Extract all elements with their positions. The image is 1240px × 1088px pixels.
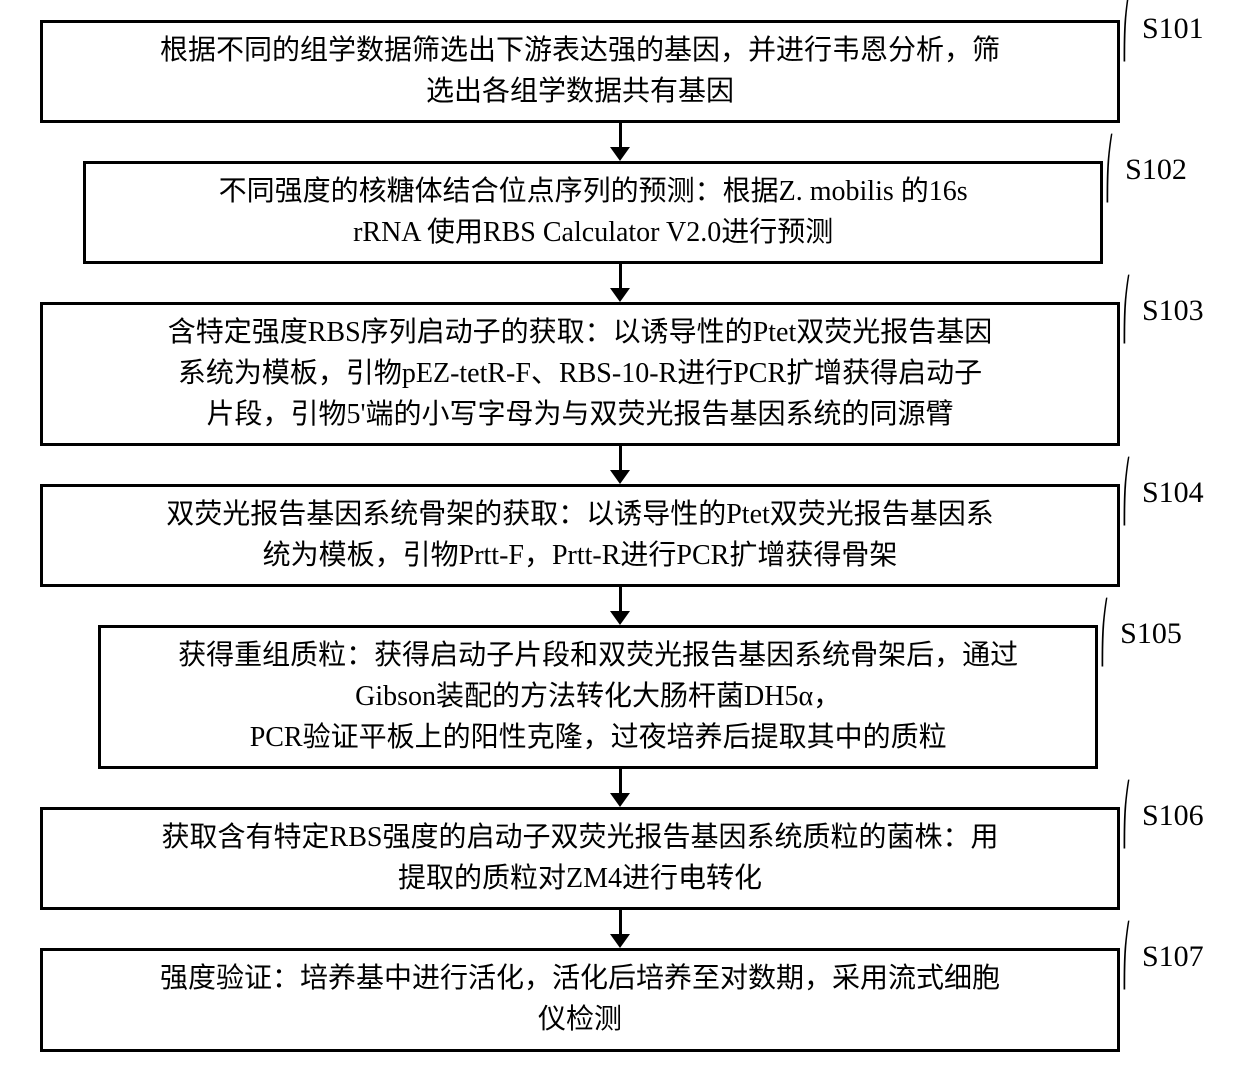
step-label-5: ⎛S105 (1102, 617, 1182, 651)
step-text: 获取含有特定RBS强度的启动子双荧光报告基因系统质粒的菌株：用 (162, 822, 999, 853)
step-row-2: 不同强度的核糖体结合位点序列的预测：根据Z. mobilis 的16s rRNA… (40, 161, 1200, 264)
step-text: PCR验证平板上的阳性克隆，过夜培养后提取其中的质粒 (250, 722, 947, 753)
step-text: Gibson装配的方法转化大肠杆菌DH5α， (355, 681, 841, 712)
step-box-3: 含特定强度RBS序列启动子的获取：以诱导性的Ptet双荧光报告基因 系统为模板，… (40, 302, 1120, 446)
step-text: rRNA 使用RBS Calculator V2.0进行预测 (353, 217, 833, 248)
step-label-7: ⎛S107 (1124, 940, 1204, 974)
arrow (610, 446, 630, 484)
step-row-1: 根据不同的组学数据筛选出下游表达强的基因，并进行韦恩分析，筛 选出各组学数据共有… (40, 20, 1200, 123)
step-text: 根据不同的组学数据筛选出下游表达强的基因，并进行韦恩分析，筛 (160, 35, 1000, 66)
step-text: 强度验证：培养基中进行活化，活化后培养至对数期，采用流式细胞 (160, 963, 1000, 994)
step-text: 统为模板，引物Prtt-F，Prtt-R进行PCR扩增获得骨架 (263, 540, 898, 571)
step-row-4: 双荧光报告基因系统骨架的获取：以诱导性的Ptet双荧光报告基因系 统为模板，引物… (40, 484, 1200, 587)
step-box-7: 强度验证：培养基中进行活化，活化后培养至对数期，采用流式细胞 仪检测 (40, 948, 1120, 1051)
step-text: 含特定强度RBS序列启动子的获取：以诱导性的Ptet双荧光报告基因 (168, 317, 993, 348)
step-box-5: 获得重组质粒：获得启动子片段和双荧光报告基因系统骨架后，通过 Gibson装配的… (98, 625, 1098, 769)
step-text: 片段，引物5'端的小写字母为与双荧光报告基因系统的同源臂 (206, 399, 953, 430)
arrow (610, 587, 630, 625)
step-label-6: ⎛S106 (1124, 799, 1204, 833)
arrow (610, 264, 630, 302)
step-text: 仪检测 (538, 1004, 622, 1035)
arrow (610, 910, 630, 948)
step-box-2: 不同强度的核糖体结合位点序列的预测：根据Z. mobilis 的16s rRNA… (83, 161, 1103, 264)
step-text: 选出各组学数据共有基因 (426, 76, 734, 107)
step-label-4: ⎛S104 (1124, 476, 1204, 510)
step-text: 提取的质粒对ZM4进行电转化 (398, 863, 762, 894)
step-label-3: ⎛S103 (1124, 294, 1204, 328)
step-text: 不同强度的核糖体结合位点序列的预测：根据Z. mobilis 的16s (219, 176, 968, 207)
step-box-1: 根据不同的组学数据筛选出下游表达强的基因，并进行韦恩分析，筛 选出各组学数据共有… (40, 20, 1120, 123)
step-row-6: 获取含有特定RBS强度的启动子双荧光报告基因系统质粒的菌株：用 提取的质粒对ZM… (40, 807, 1200, 910)
step-box-4: 双荧光报告基因系统骨架的获取：以诱导性的Ptet双荧光报告基因系 统为模板，引物… (40, 484, 1120, 587)
step-row-3: 含特定强度RBS序列启动子的获取：以诱导性的Ptet双荧光报告基因 系统为模板，… (40, 302, 1200, 446)
step-row-5: 获得重组质粒：获得启动子片段和双荧光报告基因系统骨架后，通过 Gibson装配的… (40, 625, 1200, 769)
step-row-7: 强度验证：培养基中进行活化，活化后培养至对数期，采用流式细胞 仪检测 ⎛S107 (40, 948, 1200, 1051)
step-box-6: 获取含有特定RBS强度的启动子双荧光报告基因系统质粒的菌株：用 提取的质粒对ZM… (40, 807, 1120, 910)
step-text: 获得重组质粒：获得启动子片段和双荧光报告基因系统骨架后，通过 (178, 640, 1018, 671)
flowchart-container: 根据不同的组学数据筛选出下游表达强的基因，并进行韦恩分析，筛 选出各组学数据共有… (40, 20, 1200, 1052)
step-text: 双荧光报告基因系统骨架的获取：以诱导性的Ptet双荧光报告基因系 (166, 499, 994, 530)
step-label-1: ⎛S101 (1124, 12, 1204, 46)
step-label-2: ⎛S102 (1107, 153, 1187, 187)
arrow (610, 769, 630, 807)
step-text: 系统为模板，引物pEZ-tetR-F、RBS-10-R进行PCR扩增获得启动子 (178, 358, 982, 389)
arrow (610, 123, 630, 161)
